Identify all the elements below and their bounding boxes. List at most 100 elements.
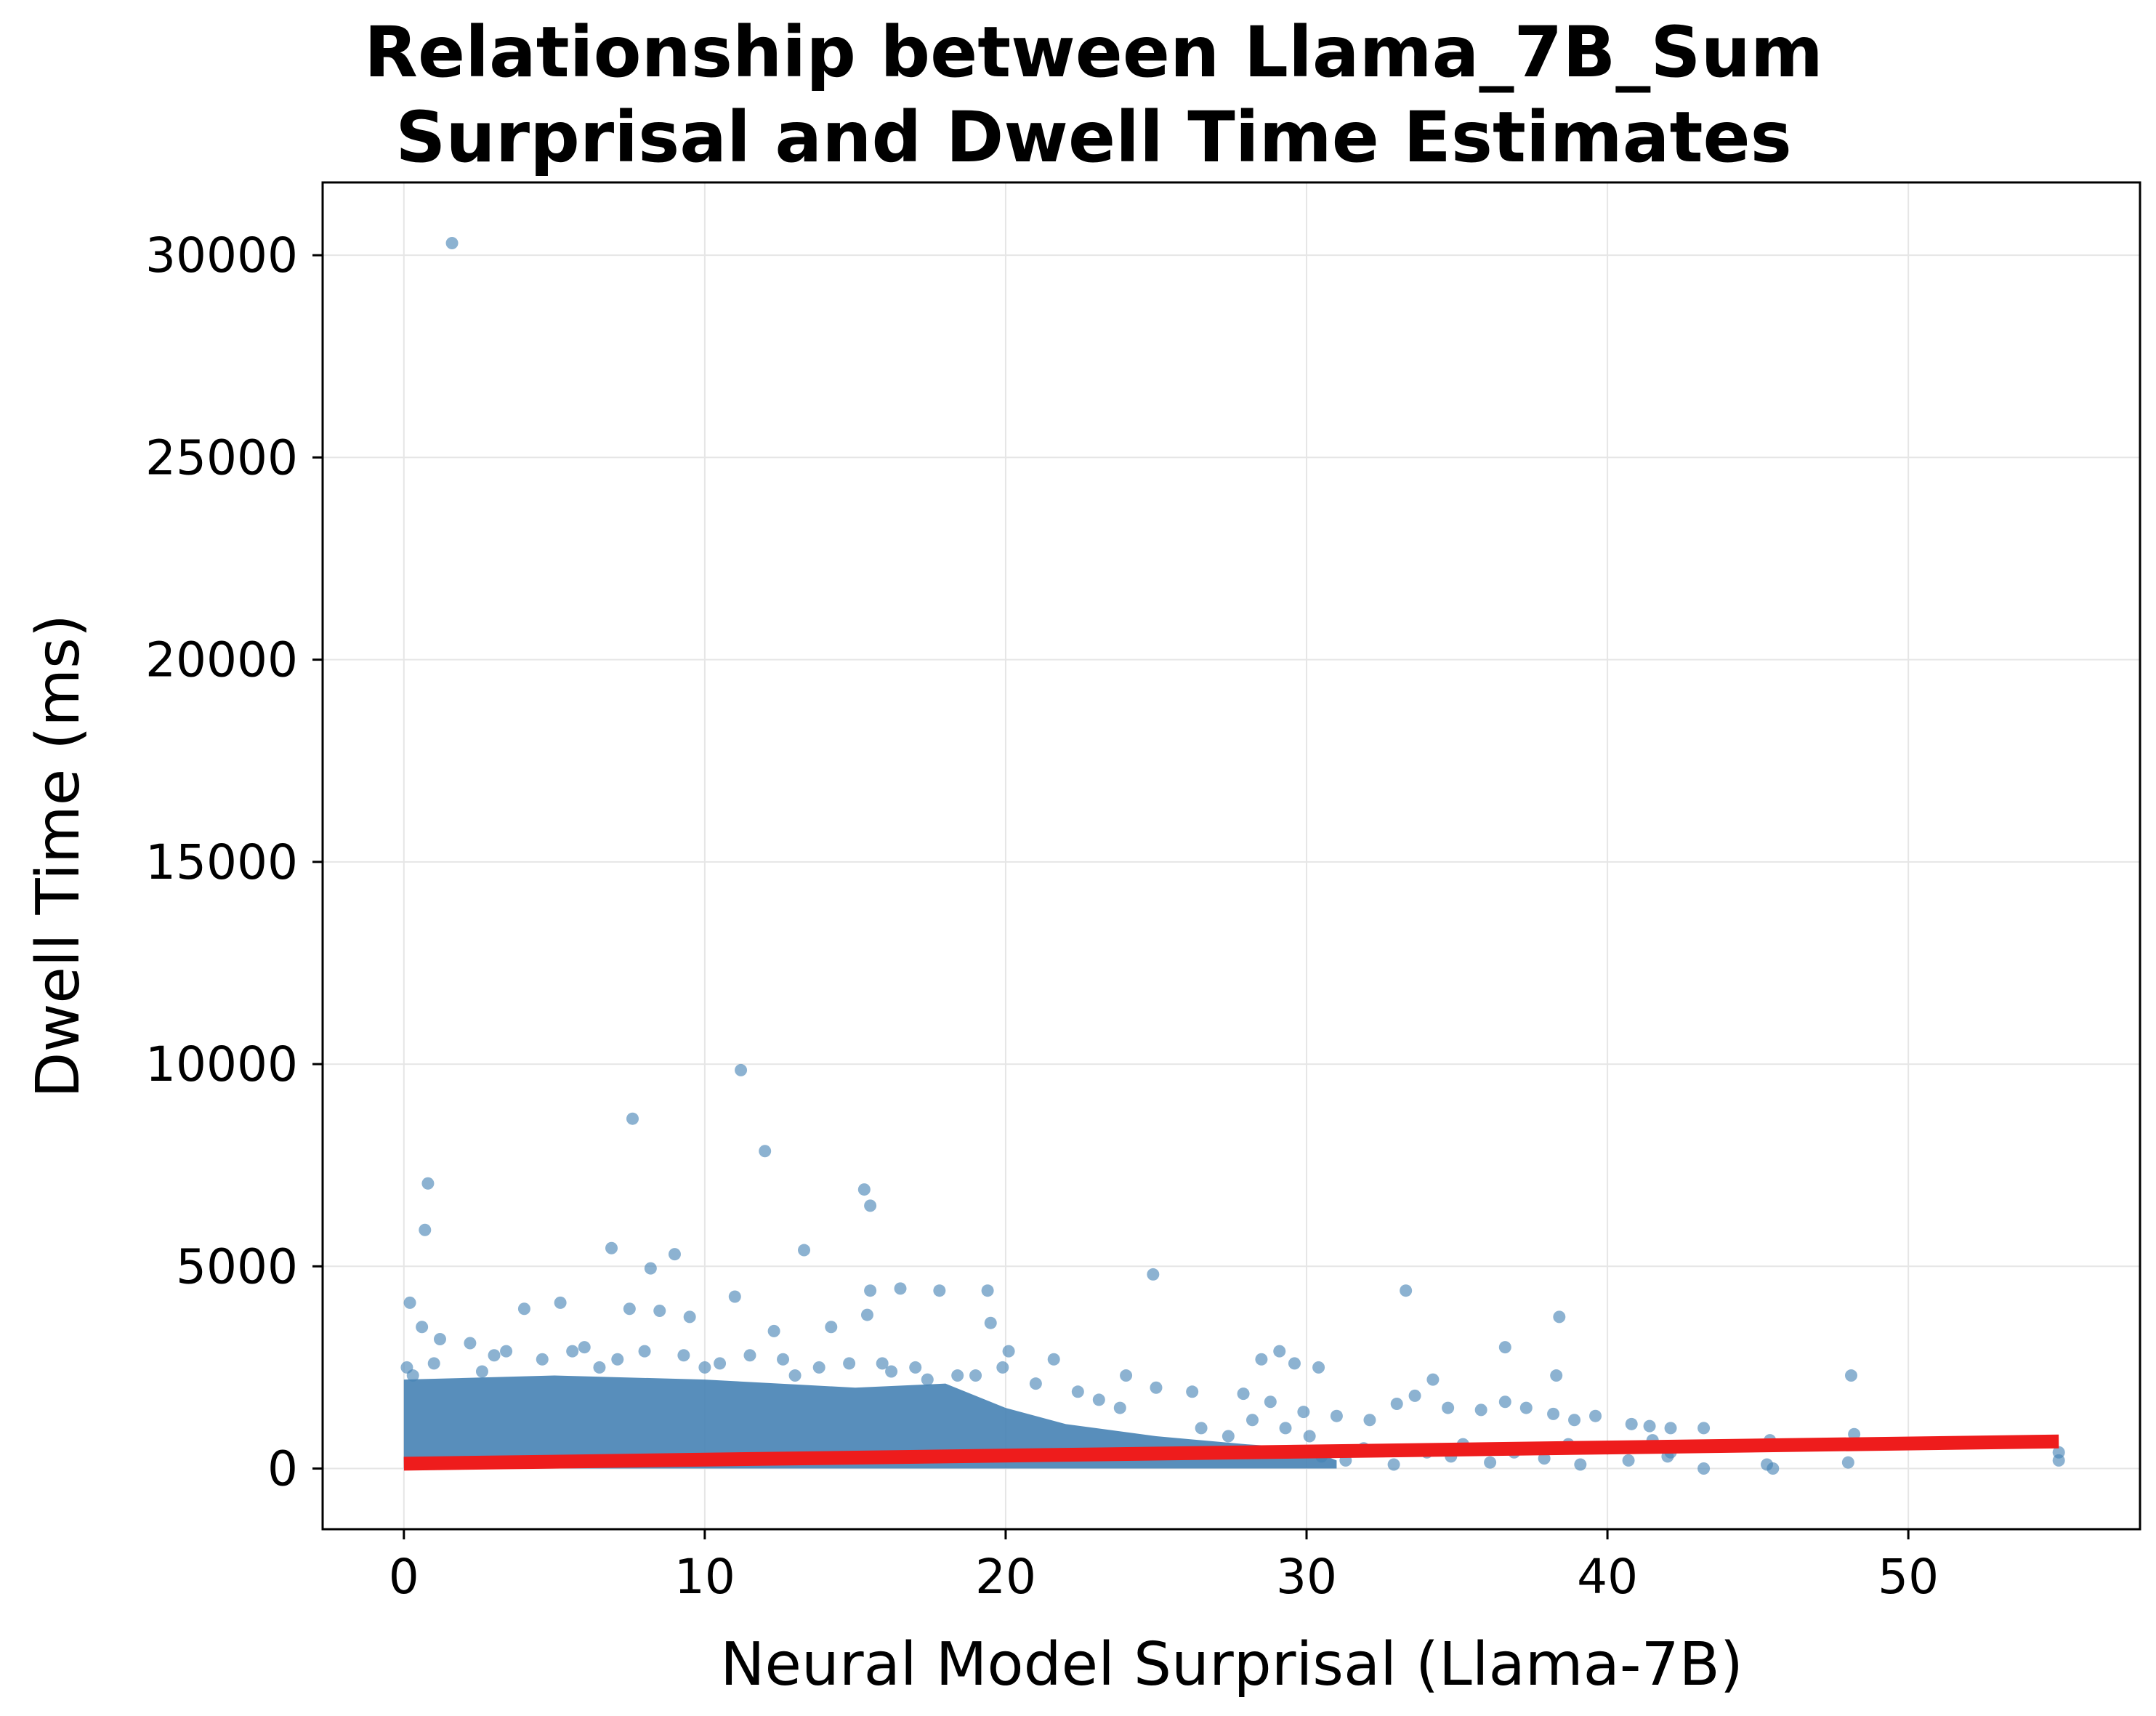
data-point xyxy=(1574,1458,1587,1471)
data-point xyxy=(714,1357,727,1370)
data-point xyxy=(798,1244,811,1257)
data-point xyxy=(1312,1361,1325,1374)
data-point xyxy=(419,1223,432,1236)
data-point xyxy=(427,1357,440,1370)
data-point xyxy=(698,1361,711,1374)
data-point xyxy=(969,1369,982,1382)
data-point xyxy=(996,1361,1009,1374)
data-point xyxy=(843,1357,856,1370)
data-point xyxy=(1264,1395,1277,1409)
data-point xyxy=(1222,1430,1235,1443)
chart-title-line-2: Surprisal and Dwell Time Estimates xyxy=(395,97,1791,178)
data-point xyxy=(921,1373,934,1386)
data-point xyxy=(1071,1385,1084,1398)
data-point xyxy=(981,1284,994,1297)
data-point xyxy=(623,1302,636,1316)
data-point xyxy=(1237,1387,1250,1401)
x-axis-ticks: 0 10 20 30 40 50 xyxy=(389,1529,1939,1605)
data-point xyxy=(653,1305,666,1318)
data-point xyxy=(464,1337,477,1350)
data-point xyxy=(777,1353,790,1366)
data-point xyxy=(1426,1373,1440,1386)
data-point xyxy=(894,1282,907,1295)
data-point xyxy=(416,1321,429,1334)
data-point xyxy=(1538,1452,1551,1465)
grid-lines xyxy=(323,182,2140,1529)
data-point xyxy=(644,1262,657,1275)
data-point xyxy=(1255,1353,1268,1366)
y-axis-label: Dwell Time (ms) xyxy=(24,614,93,1098)
x-tick-label: 50 xyxy=(1878,1549,1939,1605)
data-point xyxy=(421,1177,435,1190)
data-point xyxy=(1550,1369,1563,1382)
data-point xyxy=(536,1353,549,1366)
data-point xyxy=(735,1063,748,1076)
data-point xyxy=(1697,1462,1711,1475)
data-point xyxy=(1002,1345,1015,1358)
data-point xyxy=(857,1183,871,1196)
data-point xyxy=(864,1284,877,1297)
data-point xyxy=(759,1145,772,1158)
y-tick-label: 5000 xyxy=(176,1238,298,1294)
data-point xyxy=(1186,1385,1199,1398)
data-point xyxy=(1279,1422,1292,1435)
x-axis-label: Neural Model Surprisal (Llama-7B) xyxy=(720,1630,1743,1699)
x-tick-label: 10 xyxy=(674,1549,735,1605)
x-tick-label: 20 xyxy=(975,1549,1036,1605)
scatter-points xyxy=(400,236,2065,1475)
data-point xyxy=(1474,1403,1487,1417)
data-point xyxy=(1330,1409,1343,1422)
y-tick-label: 10000 xyxy=(145,1036,298,1092)
data-point xyxy=(1622,1454,1635,1467)
data-point xyxy=(860,1308,873,1321)
data-point xyxy=(406,1369,419,1382)
data-point xyxy=(1625,1417,1638,1430)
data-point xyxy=(1363,1414,1376,1427)
data-point xyxy=(788,1369,802,1382)
plot-frame xyxy=(321,181,2141,1531)
data-point xyxy=(1029,1377,1042,1390)
data-point xyxy=(1664,1422,1677,1435)
data-point xyxy=(1519,1401,1533,1414)
data-point xyxy=(1150,1381,1163,1394)
data-point xyxy=(1498,1395,1511,1409)
data-point xyxy=(864,1199,877,1212)
data-point xyxy=(1498,1341,1511,1354)
data-point xyxy=(1120,1369,1133,1382)
data-point xyxy=(1092,1393,1105,1406)
data-point xyxy=(433,1332,446,1345)
x-tick-label: 30 xyxy=(1276,1549,1337,1605)
data-point xyxy=(1288,1357,1301,1370)
data-point xyxy=(566,1345,579,1358)
y-tick-label: 0 xyxy=(267,1441,298,1497)
data-point xyxy=(812,1361,825,1374)
data-point xyxy=(2052,1446,2065,1459)
data-point xyxy=(1147,1268,1160,1281)
data-point xyxy=(1442,1401,1455,1414)
data-point xyxy=(1844,1369,1857,1382)
data-point xyxy=(1387,1458,1400,1471)
data-point xyxy=(445,236,459,249)
data-point xyxy=(825,1321,838,1334)
data-point xyxy=(1408,1389,1421,1402)
y-tick-label: 25000 xyxy=(145,430,298,486)
data-point xyxy=(743,1349,756,1362)
y-axis-ticks: 0 5000 10000 15000 20000 25000 30000 xyxy=(145,227,323,1497)
data-point xyxy=(1297,1406,1310,1419)
y-tick-label: 20000 xyxy=(145,632,298,688)
data-point xyxy=(909,1361,922,1374)
data-point xyxy=(1400,1284,1413,1297)
regression-line xyxy=(403,1434,2059,1471)
data-point xyxy=(500,1345,513,1358)
x-tick-label: 0 xyxy=(389,1549,419,1605)
data-point xyxy=(578,1341,591,1354)
data-point xyxy=(605,1241,618,1254)
data-point xyxy=(1113,1401,1126,1414)
data-point xyxy=(1390,1397,1403,1410)
data-point xyxy=(885,1365,898,1378)
data-point xyxy=(1245,1414,1259,1427)
y-tick-label: 15000 xyxy=(145,834,298,890)
data-point xyxy=(638,1345,651,1358)
data-point xyxy=(1047,1353,1060,1366)
